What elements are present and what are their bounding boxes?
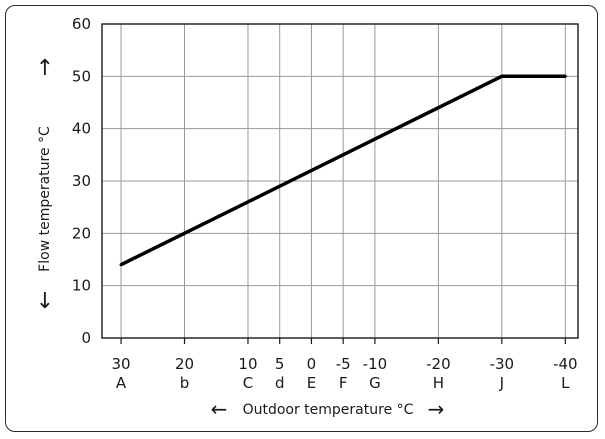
y-tick-label: 30	[72, 172, 91, 190]
x-tick-letter: C	[243, 374, 253, 392]
y-arrow-down-icon: ↓	[36, 289, 54, 314]
data-point	[119, 263, 123, 267]
y-tick-label: 40	[72, 120, 91, 138]
x-tick-label: 0	[307, 355, 317, 373]
x-arrow-left-icon: ←	[211, 397, 228, 421]
x-tick-label: -5	[336, 355, 351, 373]
x-tick-letter: L	[561, 374, 570, 392]
x-tick-label: 20	[175, 355, 194, 373]
y-tick-label: 0	[81, 329, 91, 347]
y-tick-label: 20	[72, 224, 91, 242]
x-tick-label: -40	[553, 355, 578, 373]
y-tick-label: 60	[72, 15, 91, 33]
x-tick-letter: E	[307, 374, 316, 392]
x-tick-label: 30	[111, 355, 130, 373]
y-tick-label: 10	[72, 277, 91, 295]
x-tick-letter: F	[339, 374, 348, 392]
y-tick-label: 50	[72, 67, 91, 85]
x-tick-label: 5	[275, 355, 285, 373]
x-tick-letter: b	[180, 374, 190, 392]
grid-lines	[102, 23, 578, 344]
x-tick-labels: 30A 20b 10C 5d 0E -5F -10G -20H -30J -40L	[111, 355, 577, 392]
x-tick-letter: A	[116, 374, 127, 392]
x-tick-label: -30	[490, 355, 515, 373]
y-arrow-up-icon: ↑	[36, 56, 54, 81]
chart-frame	[5, 5, 598, 432]
x-tick-label: -10	[363, 355, 388, 373]
y-tick-labels: 0 10 20 30 40 50 60	[72, 15, 91, 347]
x-tick-letter: J	[499, 374, 504, 392]
plot-area	[101, 23, 579, 339]
x-tick-label: 10	[238, 355, 257, 373]
data-point	[500, 74, 504, 78]
x-tick-letter: H	[433, 374, 444, 392]
data-point	[563, 74, 567, 78]
x-tick-letter: d	[275, 374, 285, 392]
x-axis-label: Outdoor temperature °C	[243, 402, 414, 418]
x-tick-label: -20	[426, 355, 451, 373]
x-arrow-right-icon: →	[428, 397, 445, 421]
series-layer	[119, 74, 567, 267]
x-tick-letter: G	[369, 374, 381, 392]
y-axis-label: Flow temperature °C	[37, 126, 53, 272]
